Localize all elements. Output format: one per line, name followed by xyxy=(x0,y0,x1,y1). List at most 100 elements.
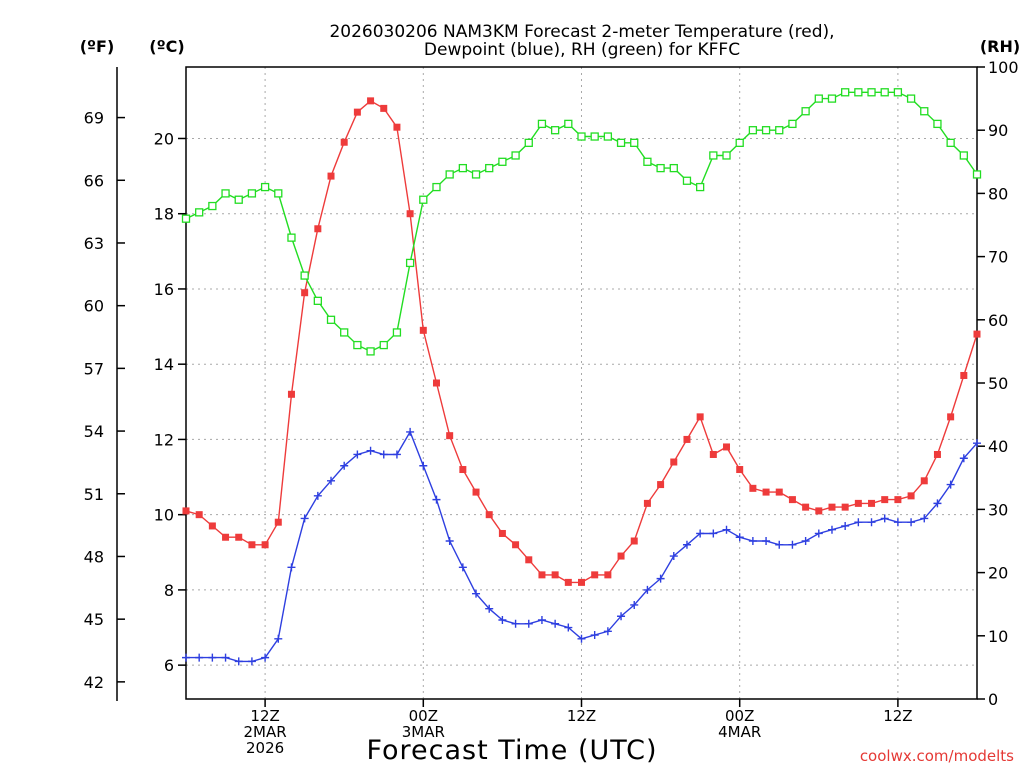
rh-point xyxy=(827,94,837,103)
dewpoint-point xyxy=(669,552,678,561)
rh-tick-label: 100 xyxy=(988,58,1019,77)
temperature-point xyxy=(933,450,941,458)
rh-point xyxy=(616,138,626,147)
celsius-tick-label: 12 xyxy=(154,430,174,449)
fahrenheit-unit-label: (ºF) xyxy=(80,37,115,56)
temperature-point xyxy=(432,379,440,387)
fahrenheit-tick-label: 51 xyxy=(84,485,104,504)
x-axis-label: Forecast Time (UTC) xyxy=(366,735,657,766)
temperature-point xyxy=(920,477,928,485)
rh-point xyxy=(656,163,665,173)
dewpoint-point xyxy=(748,537,757,545)
rh-point xyxy=(788,119,797,129)
rh-tick-label: 10 xyxy=(988,627,1008,646)
celsius-tick-label: 16 xyxy=(154,280,174,299)
dewpoint-point xyxy=(221,653,230,662)
rh-point xyxy=(524,138,533,147)
temperature-point xyxy=(301,289,309,297)
temperature-point xyxy=(208,522,216,530)
dewpoint-point xyxy=(498,616,507,624)
dewpoint-point xyxy=(933,499,942,508)
rh-point xyxy=(814,94,823,103)
rh-point xyxy=(893,88,903,97)
dewpoint-point xyxy=(537,616,546,624)
temperature-point xyxy=(802,503,810,511)
fahrenheit-tick-label: 48 xyxy=(84,547,104,566)
dewpoint-point xyxy=(722,525,731,534)
rh-point xyxy=(946,138,955,147)
dewpoint-point xyxy=(287,563,296,572)
x-tick-label: 12Z xyxy=(250,707,279,725)
dewpoint-point xyxy=(379,450,388,459)
dewpoint-point xyxy=(419,461,428,470)
temperature-point xyxy=(353,108,361,116)
rh-point xyxy=(709,151,718,160)
dewpoint-point xyxy=(445,537,454,545)
rh-tick-label: 0 xyxy=(988,690,998,709)
celsius-tick-label: 20 xyxy=(154,129,174,148)
temperature-point xyxy=(749,484,757,492)
temperature-point xyxy=(815,507,823,515)
rh-point xyxy=(959,151,968,160)
celsius-tick-label: 8 xyxy=(164,581,174,600)
rh-point xyxy=(392,328,402,337)
dewpoint-point xyxy=(709,529,718,538)
rh-point xyxy=(353,340,362,350)
dewpoint-point xyxy=(656,574,665,583)
rh-tick-label: 30 xyxy=(988,500,1008,519)
dewpoint-point xyxy=(511,619,520,628)
dewpoint-point xyxy=(682,540,691,549)
dewpoint-point xyxy=(524,619,533,628)
rh-point xyxy=(590,132,599,141)
fahrenheit-tick-label: 42 xyxy=(84,673,104,692)
rh-point xyxy=(405,258,415,268)
rh-series xyxy=(181,88,982,356)
dewpoint-series xyxy=(182,427,981,666)
temperature-point xyxy=(775,488,783,496)
rh-point xyxy=(379,340,388,350)
dewpoint-point xyxy=(920,514,929,523)
rh-tick-label: 90 xyxy=(988,121,1008,140)
dewpoint-point xyxy=(327,476,336,485)
temperature-point xyxy=(274,518,282,526)
temperature-point xyxy=(222,533,230,541)
temperature-point xyxy=(828,503,836,511)
dewpoint-point xyxy=(274,634,283,643)
celsius-tick-label: 18 xyxy=(154,205,174,224)
rh-point xyxy=(195,208,204,217)
dewpoint-point xyxy=(762,537,771,545)
rh-point xyxy=(366,347,375,356)
dewpoint-point xyxy=(735,533,744,542)
celsius-tick-label: 14 xyxy=(154,355,174,374)
dewpoint-point xyxy=(366,446,375,455)
fahrenheit-tick-label: 60 xyxy=(84,297,104,316)
temperature-point xyxy=(578,578,585,586)
temperature-point xyxy=(723,443,731,451)
rh-point xyxy=(748,126,758,135)
temperature-point xyxy=(960,371,968,379)
temperature-point xyxy=(419,326,427,334)
celsius-tick-label: 6 xyxy=(164,656,174,675)
temperature-point xyxy=(261,541,269,549)
x-tick-label: 12Z xyxy=(567,707,596,725)
rh-point xyxy=(326,315,336,324)
dewpoint-point xyxy=(973,439,981,448)
rh-point xyxy=(603,132,613,141)
axes: 6 8 10 12 14 16 18 20 42 45 48 51 54 57 60 63 66 69 0 10 20 3… xyxy=(84,58,1019,757)
temperature-point xyxy=(538,571,546,579)
rh-point xyxy=(300,271,309,280)
temperature-point xyxy=(235,533,243,541)
dewpoint-point xyxy=(959,454,968,463)
rh-point xyxy=(696,182,705,192)
dewpoint-point xyxy=(392,450,401,459)
temperature-point xyxy=(762,488,770,496)
dewpoint-point xyxy=(551,619,560,628)
rh-tick-label: 50 xyxy=(988,374,1008,393)
dewpoint-point xyxy=(841,521,850,530)
temperature-point xyxy=(591,571,599,579)
fahrenheit-tick-label: 63 xyxy=(84,234,104,253)
temperature-point xyxy=(868,499,876,507)
temperature-point xyxy=(617,552,625,560)
rh-tick-label: 20 xyxy=(988,564,1008,583)
